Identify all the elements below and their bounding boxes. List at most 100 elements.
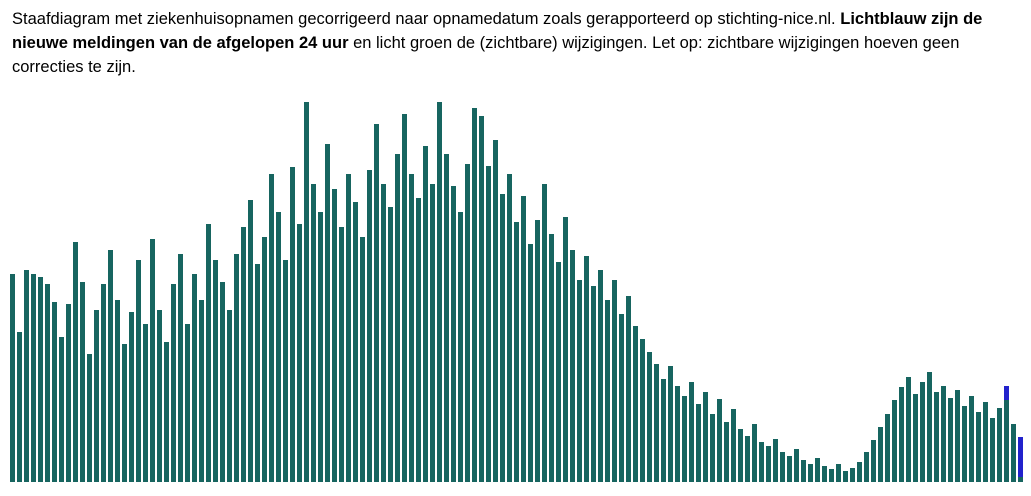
admissions-segment — [227, 310, 232, 482]
admissions-segment — [45, 284, 50, 482]
admissions-segment — [458, 212, 463, 482]
admissions-segment — [752, 424, 757, 482]
admissions-segment — [990, 418, 995, 482]
admissions-segment — [815, 458, 820, 482]
admissions-bar — [59, 337, 64, 482]
admissions-bar — [535, 220, 540, 482]
admissions-bar — [878, 427, 883, 482]
admissions-segment — [535, 220, 540, 482]
new-last24h-segment — [1018, 437, 1023, 477]
admissions-bar — [577, 280, 582, 482]
admissions-bar — [731, 409, 736, 482]
description-text-bold-new-reports: Lichtblauw zijn de nieuwe meldingen van … — [12, 10, 983, 52]
admissions-bar — [647, 352, 652, 482]
admissions-bar — [255, 264, 260, 482]
admissions-segment — [304, 102, 309, 482]
admissions-bar — [381, 184, 386, 482]
admissions-segment — [822, 466, 827, 482]
admissions-segment — [633, 326, 638, 482]
admissions-segment — [808, 464, 813, 482]
admissions-bar — [514, 222, 519, 482]
admissions-segment — [724, 422, 729, 482]
admissions-bar — [745, 436, 750, 482]
admissions-segment — [843, 471, 848, 482]
admissions-bar — [164, 342, 169, 482]
admissions-bar — [752, 424, 757, 482]
admissions-segment — [52, 302, 57, 482]
admissions-bar — [626, 296, 631, 482]
admissions-segment — [241, 227, 246, 482]
admissions-bar — [962, 406, 967, 482]
admissions-bar — [52, 302, 57, 482]
admissions-bar — [87, 354, 92, 482]
admissions-segment — [675, 386, 680, 482]
admissions-segment — [311, 184, 316, 482]
admissions-segment — [759, 442, 764, 482]
admissions-segment — [612, 280, 617, 482]
admissions-segment — [80, 282, 85, 482]
admissions-segment — [563, 217, 568, 482]
admissions-bar — [843, 471, 848, 482]
admissions-segment — [773, 439, 778, 482]
admissions-segment — [94, 310, 99, 482]
admissions-segment — [409, 174, 414, 482]
admissions-segment — [661, 379, 666, 482]
admissions-segment — [899, 387, 904, 482]
admissions-bar — [185, 324, 190, 482]
admissions-bar — [409, 174, 414, 482]
admissions-segment — [290, 167, 295, 482]
admissions-segment — [1004, 400, 1009, 482]
admissions-bar — [556, 262, 561, 482]
admissions-bar — [815, 458, 820, 482]
admissions-bar — [759, 442, 764, 482]
admissions-segment — [1018, 477, 1023, 482]
admissions-segment — [976, 412, 981, 482]
admissions-segment — [710, 414, 715, 482]
admissions-segment — [507, 174, 512, 482]
admissions-segment — [689, 382, 694, 482]
admissions-bar — [31, 274, 36, 482]
admissions-segment — [479, 116, 484, 482]
admissions-bar — [598, 270, 603, 482]
admissions-segment — [696, 404, 701, 482]
admissions-segment — [955, 390, 960, 482]
admissions-segment — [892, 400, 897, 482]
admissions-segment — [801, 460, 806, 482]
admissions-bar — [773, 439, 778, 482]
admissions-bar — [899, 387, 904, 482]
admissions-bar — [892, 400, 897, 482]
admissions-segment — [346, 174, 351, 482]
admissions-segment — [780, 452, 785, 482]
admissions-segment — [234, 254, 239, 482]
admissions-segment — [857, 462, 862, 482]
admissions-bar — [549, 234, 554, 482]
admissions-bar — [346, 174, 351, 482]
admissions-bar — [794, 449, 799, 482]
admissions-bar — [689, 382, 694, 482]
admissions-segment — [941, 386, 946, 482]
admissions-bar — [297, 224, 302, 482]
admissions-bar — [339, 227, 344, 482]
admissions-segment — [682, 396, 687, 482]
admissions-bar — [451, 186, 456, 482]
admissions-segment — [213, 260, 218, 482]
admissions-segment — [906, 377, 911, 482]
admissions-segment — [500, 194, 505, 482]
admissions-bar — [199, 300, 204, 482]
admissions-bar — [941, 386, 946, 482]
admissions-bar — [73, 242, 78, 482]
admissions-segment — [871, 440, 876, 482]
admissions-segment — [829, 469, 834, 482]
admissions-bar — [542, 184, 547, 482]
admissions-bar — [115, 300, 120, 482]
admissions-segment — [388, 207, 393, 482]
admissions-bar — [332, 189, 337, 482]
admissions-bar — [822, 466, 827, 482]
admissions-segment — [24, 270, 29, 482]
admissions-segment — [472, 108, 477, 482]
admissions-bar — [955, 390, 960, 482]
admissions-segment — [17, 332, 22, 482]
admissions-bar — [906, 377, 911, 482]
admissions-bar — [787, 456, 792, 482]
admissions-segment — [745, 436, 750, 482]
